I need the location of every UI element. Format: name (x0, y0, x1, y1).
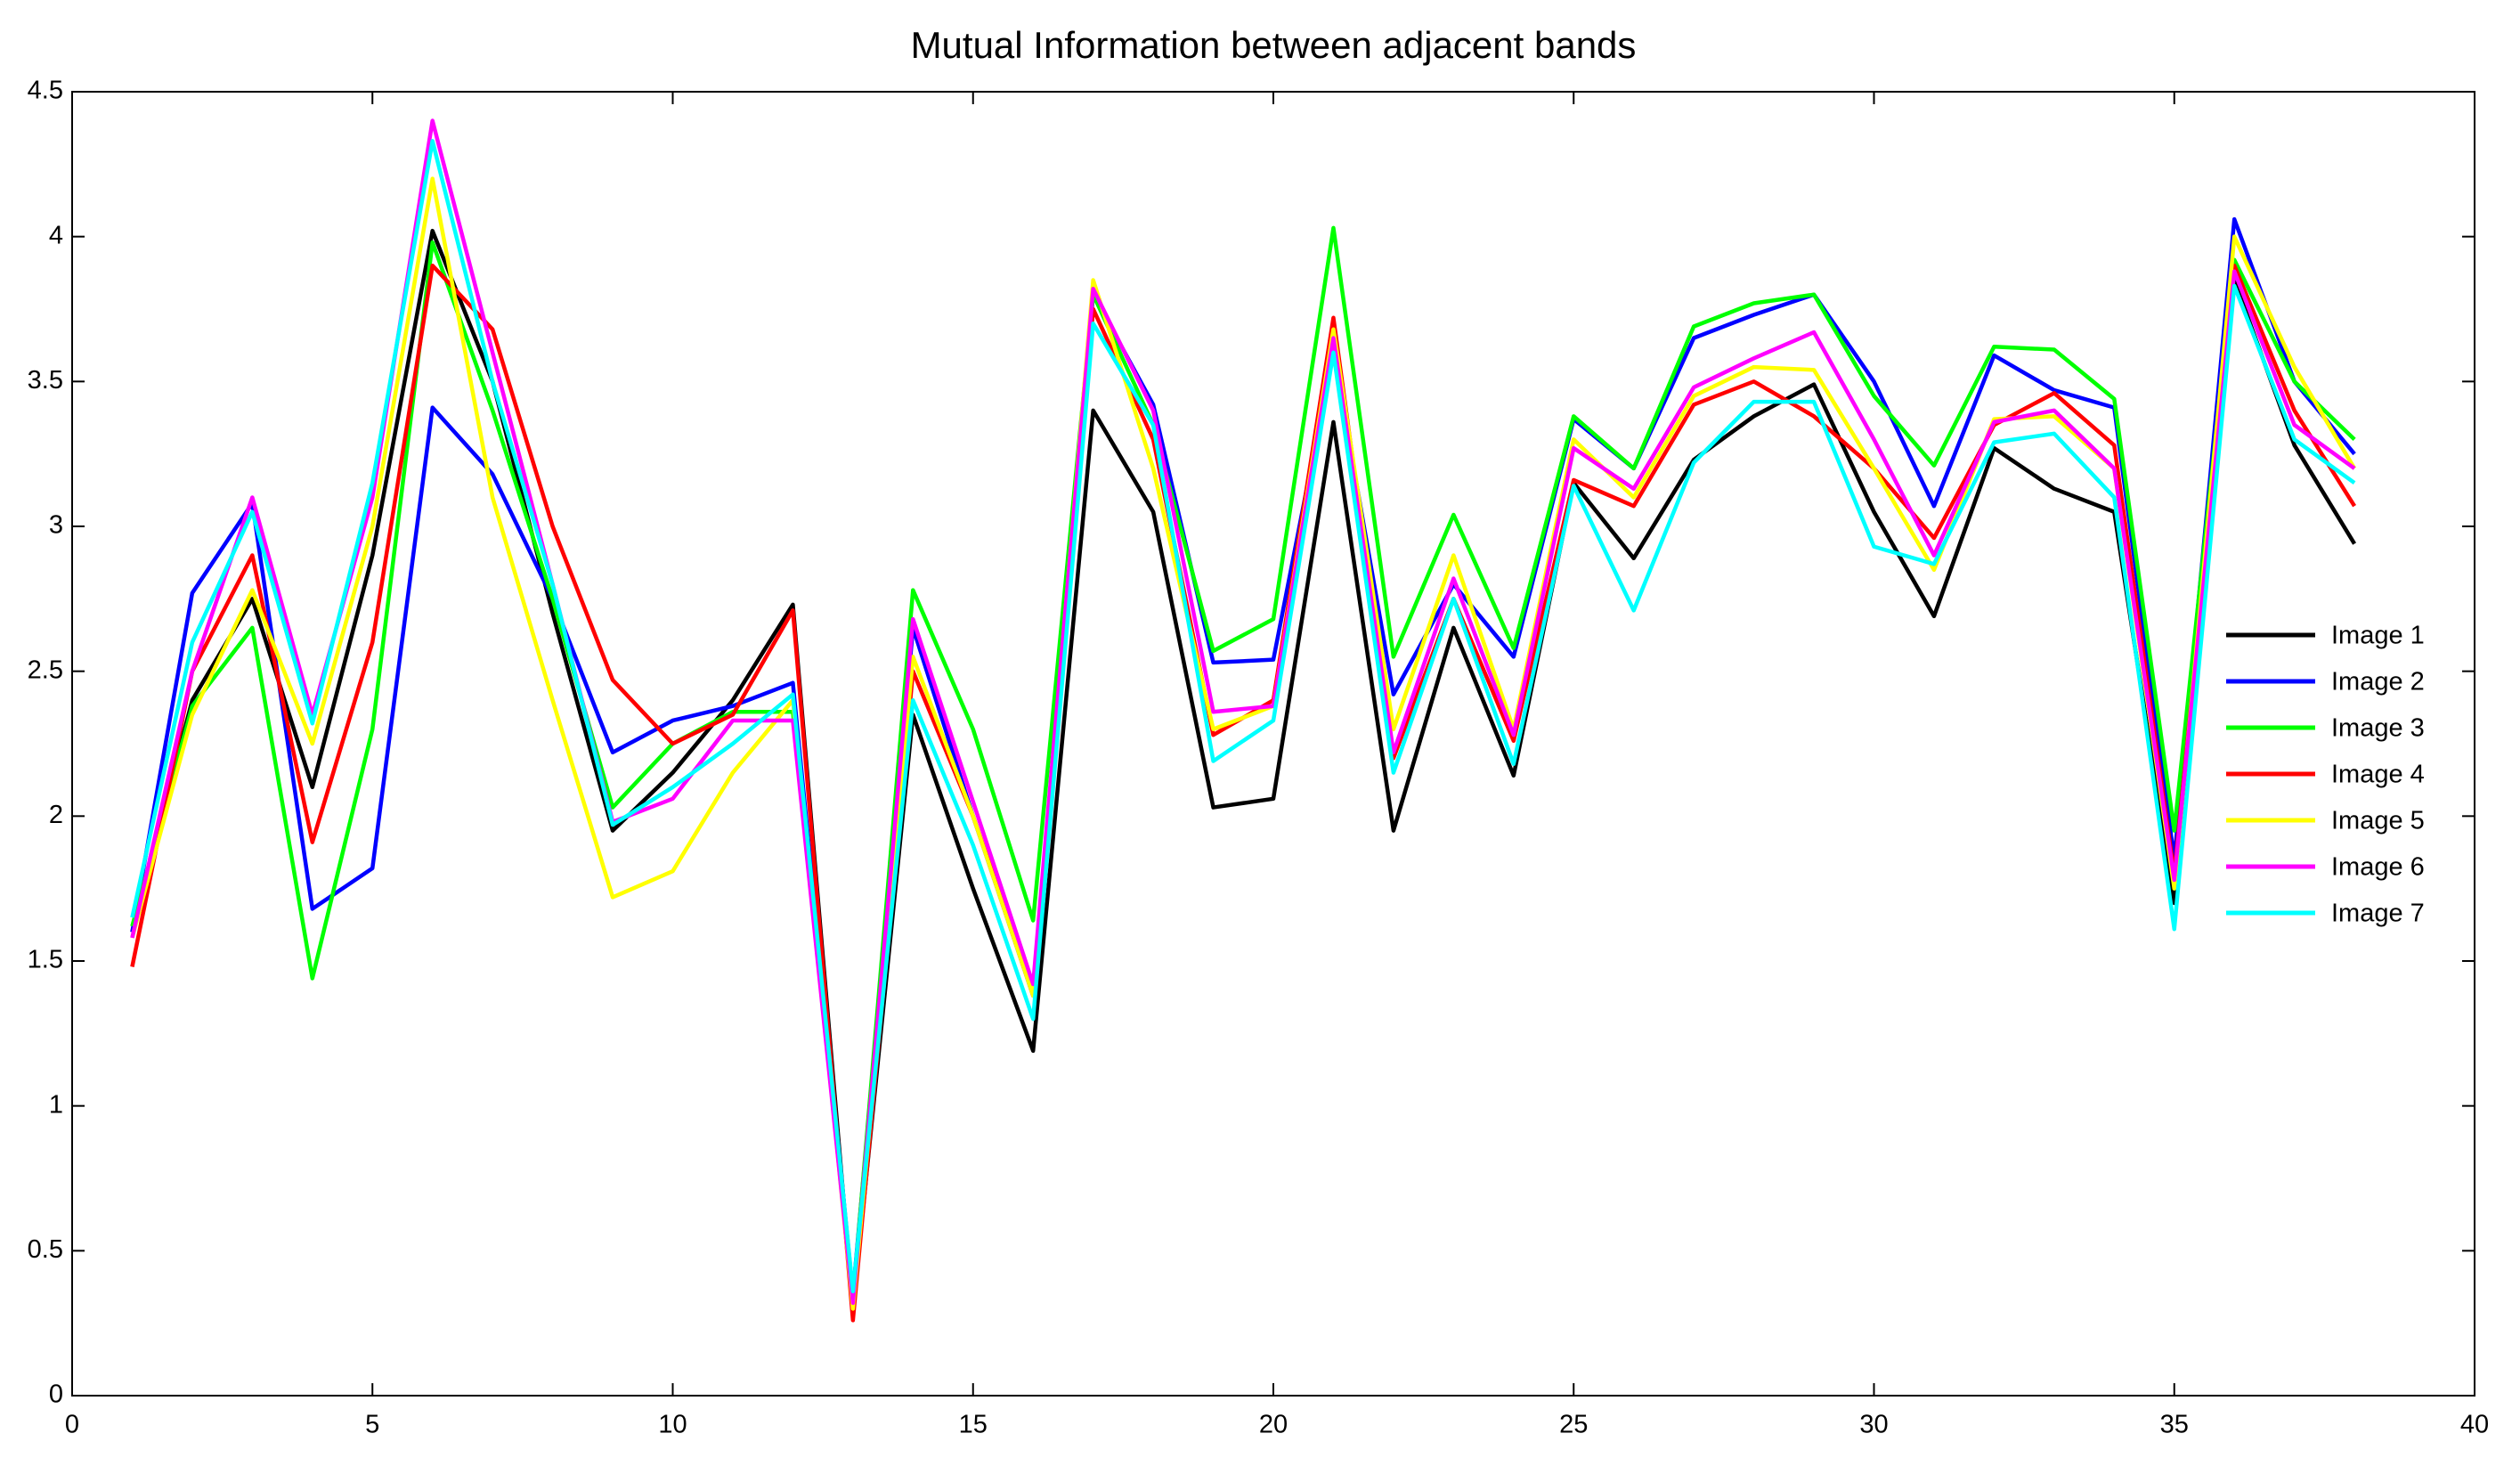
legend-label: Image 5 (2331, 807, 2425, 835)
series-line (130, 118, 2356, 1306)
series-line (130, 216, 2356, 1297)
x-tick-label: 15 (959, 1411, 988, 1439)
y-tick-label: 1.5 (28, 946, 63, 974)
x-tick-label: 10 (658, 1411, 687, 1439)
x-tick-label: 20 (1259, 1411, 1288, 1439)
legend-label: Image 2 (2331, 668, 2425, 696)
legend-label: Image 3 (2331, 714, 2425, 743)
y-tick-label: 0 (49, 1380, 63, 1409)
y-tick-label: 4.5 (28, 77, 63, 105)
x-tick-label: 35 (2160, 1411, 2189, 1439)
y-tick-label: 2 (49, 801, 63, 829)
x-tick-label: 40 (2460, 1411, 2489, 1439)
legend-label: Image 1 (2331, 622, 2425, 650)
y-tick-label: 0.5 (28, 1235, 63, 1264)
y-tick-label: 3 (49, 511, 63, 540)
series-line (130, 225, 2356, 1302)
x-tick-label: 0 (65, 1411, 79, 1439)
chart-title: Mutual Information between adjacent band… (911, 24, 1637, 66)
legend-label: Image 6 (2331, 853, 2425, 882)
plot-area (71, 91, 2475, 1397)
y-tick-label: 4 (49, 221, 63, 249)
y-tick-label: 3.5 (28, 366, 63, 395)
y-tick-label: 2.5 (28, 656, 63, 684)
y-tick-label: 1 (49, 1090, 63, 1119)
legend-label: Image 7 (2331, 900, 2425, 928)
x-tick-label: 30 (1859, 1411, 1888, 1439)
legend-label: Image 4 (2331, 761, 2425, 789)
x-tick-label: 25 (1559, 1411, 1588, 1439)
x-tick-label: 5 (365, 1411, 379, 1439)
series-line (130, 139, 2356, 1294)
